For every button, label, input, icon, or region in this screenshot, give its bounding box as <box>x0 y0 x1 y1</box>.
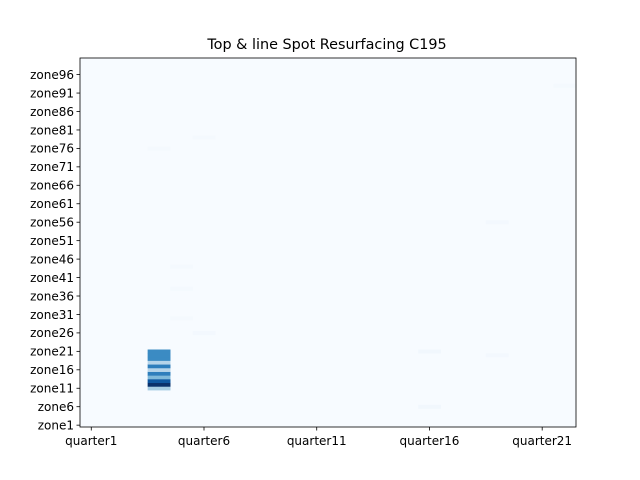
y-tick-label: zone96 <box>30 68 74 82</box>
y-tick-label: zone81 <box>30 123 74 137</box>
heatmap-cell <box>147 360 171 365</box>
x-axis: quarter1 quarter6 quarter11 quarter16 quarte… <box>65 427 572 448</box>
heatmap-cell <box>553 83 577 88</box>
heatmap-cell <box>147 146 171 151</box>
y-tick-label: zone41 <box>30 271 74 285</box>
y-tick-label: zone61 <box>30 197 74 211</box>
heatmap-cell <box>147 375 171 380</box>
y-tick-label: zone91 <box>30 86 74 100</box>
plot-frame <box>79 57 577 428</box>
x-tick-label: quarter1 <box>65 434 117 448</box>
y-tick-label: zone26 <box>30 326 74 340</box>
y-tick-label: zone76 <box>30 142 74 156</box>
x-tick-label: quarter11 <box>287 434 347 448</box>
heatmap-cell <box>147 349 171 354</box>
y-tick-label: zone1 <box>38 418 74 432</box>
heatmap-cell <box>147 379 171 384</box>
y-axis: zone1 zone6 zone11 zone16 zone21 zone26 zone31… <box>30 68 80 432</box>
y-tick-label: zone66 <box>30 179 74 193</box>
heatmap-cell <box>192 331 216 336</box>
y-tick-label: zone51 <box>30 234 74 248</box>
y-tick-label: zone11 <box>30 382 74 396</box>
y-tick-label: zone16 <box>30 363 74 377</box>
heatmap-cell <box>170 264 194 269</box>
heatmap-cell <box>147 382 171 387</box>
y-tick-label: zone46 <box>30 252 74 266</box>
heatmap-cell <box>170 286 194 291</box>
heatmap-cell <box>147 353 171 358</box>
heatmap-cell <box>147 364 171 369</box>
x-tick-label: quarter16 <box>400 434 460 448</box>
y-tick-label: zone86 <box>30 105 74 119</box>
heatmap-cell <box>418 349 442 354</box>
x-tick-label: quarter21 <box>512 434 572 448</box>
heatmap-cell <box>170 316 194 321</box>
heatmap-cell <box>192 135 216 140</box>
y-tick-label: zone36 <box>30 289 74 303</box>
y-tick-label: zone21 <box>30 345 74 359</box>
heatmap-cell <box>418 404 442 409</box>
heatmap-cell <box>147 371 171 376</box>
y-tick-label: zone56 <box>30 216 74 230</box>
heatmap-cell <box>485 220 509 225</box>
heatmap-cell <box>147 356 171 361</box>
y-tick-label: zone71 <box>30 160 74 174</box>
y-tick-label: zone31 <box>30 308 74 322</box>
y-tick-label: zone6 <box>38 400 74 414</box>
x-tick-label: quarter6 <box>178 434 230 448</box>
heatmap-cell <box>485 353 509 358</box>
heatmap-cell <box>147 367 171 372</box>
chart-title: Top & line Spot Resurfacing C195 <box>206 37 446 53</box>
heatmap-cell <box>147 386 171 391</box>
plot-area <box>79 57 577 428</box>
